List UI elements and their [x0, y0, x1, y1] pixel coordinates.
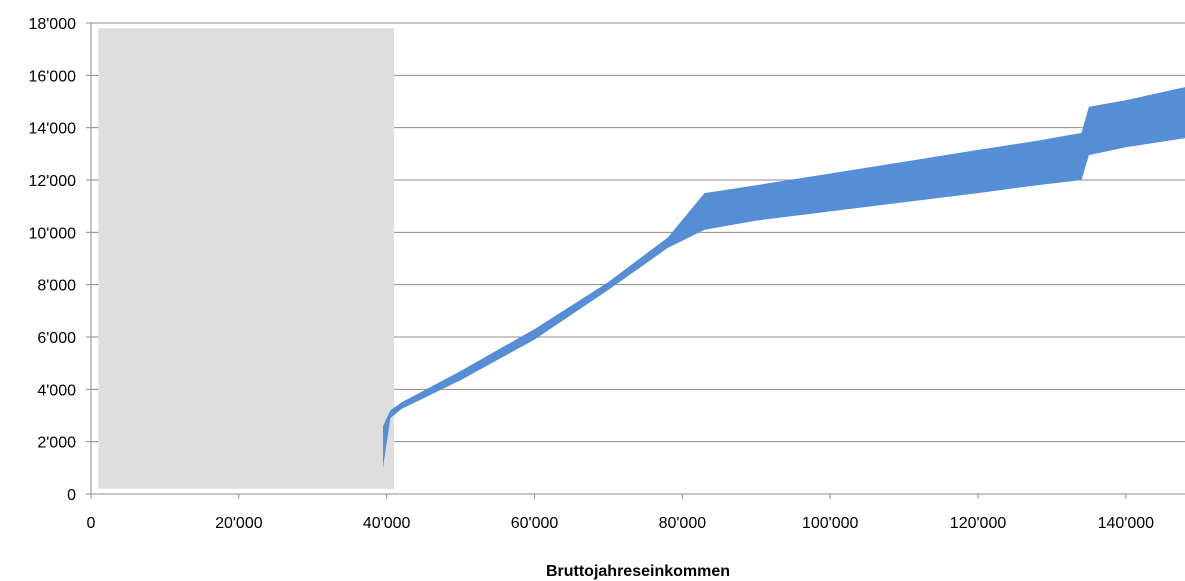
y-tick-label: 4'000: [37, 382, 76, 399]
x-tick-label: 20'000: [215, 515, 263, 532]
x-tick-label: 140'000: [1098, 515, 1155, 532]
x-axis-ticks: 0 20'000 40'000 60'000 80'000 100'000 120'000 1…: [87, 494, 1155, 532]
shaded-rect: [98, 28, 395, 489]
x-tick-label: 80'000: [659, 515, 707, 532]
y-tick-label: 6'000: [37, 330, 76, 347]
y-tick-label: 0: [67, 487, 76, 504]
x-tick-label: 100'000: [802, 515, 859, 532]
x-axis-title: Bruttojahreseinkommen: [546, 563, 730, 580]
y-tick-label: 10'000: [28, 225, 76, 242]
x-tick-label: 0: [87, 515, 96, 532]
y-tick-label: 16'000: [28, 68, 76, 85]
y-axis-ticks: 0 2'000 4'000 6'000 8'000 10'000 12'000 14'000 1…: [28, 16, 91, 504]
band-area: [383, 87, 1185, 468]
x-tick-label: 40'000: [363, 515, 411, 532]
y-tick-label: 18'000: [28, 16, 76, 33]
shaded-region: [98, 28, 395, 489]
y-tick-label: 2'000: [37, 435, 76, 452]
axes: [90, 23, 1185, 495]
y-tick-label: 14'000: [28, 121, 76, 138]
band-polygon: [383, 87, 1185, 468]
x-tick-label: 60'000: [511, 515, 559, 532]
y-tick-label: 12'000: [28, 173, 76, 190]
x-tick-label: 120'000: [950, 515, 1007, 532]
y-tick-label: 8'000: [37, 278, 76, 295]
